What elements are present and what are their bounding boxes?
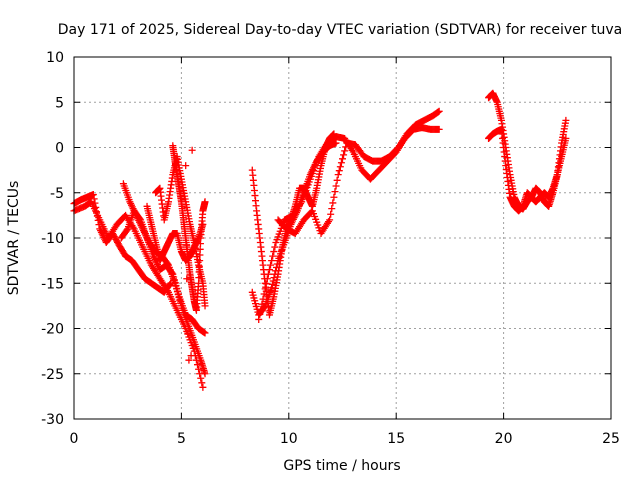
data-point <box>340 151 348 159</box>
data-point <box>262 280 270 288</box>
y-tick-label: -10 <box>41 231 64 247</box>
y-tick-label: 0 <box>55 141 64 157</box>
data-point <box>187 352 195 360</box>
data-point <box>268 284 276 292</box>
data-point <box>339 155 346 163</box>
data-point <box>183 241 191 249</box>
data-point <box>184 329 192 337</box>
data-point <box>168 269 176 277</box>
data-point <box>257 305 265 313</box>
data-point <box>258 300 266 308</box>
x-tick-label: 5 <box>177 431 186 447</box>
data-point <box>201 370 209 378</box>
y-tick-label: -20 <box>41 322 64 338</box>
data-point <box>166 280 174 288</box>
data-point <box>333 176 341 184</box>
data-point <box>197 374 205 382</box>
y-tick-label: -15 <box>41 276 64 292</box>
data-point <box>255 315 263 323</box>
data-point <box>334 171 342 179</box>
x-axis-label: GPS time / hours <box>283 458 400 474</box>
data-point <box>136 215 144 223</box>
x-tick-label: 15 <box>387 431 405 447</box>
data-point <box>562 116 570 124</box>
data-point <box>329 199 337 207</box>
x-tick-label: 0 <box>70 431 79 447</box>
series-tr13 <box>485 89 570 213</box>
data-point <box>273 260 281 268</box>
data-point <box>260 290 268 298</box>
data-point <box>267 261 275 269</box>
data-point <box>259 295 267 303</box>
x-tick-label: 10 <box>280 431 298 447</box>
data-point <box>199 383 207 391</box>
data-point <box>327 210 335 218</box>
series-tr11 <box>274 107 443 237</box>
data-point <box>335 167 343 175</box>
data-point <box>332 139 340 147</box>
data-point <box>188 146 196 154</box>
chart-title: Day 171 of 2025, Sidereal Day-to-day VTE… <box>58 22 622 38</box>
data-point <box>270 248 278 256</box>
data-point <box>435 125 443 133</box>
y-tick-label: -5 <box>50 186 64 202</box>
data-point <box>269 277 277 285</box>
data-point <box>342 143 350 151</box>
data-point <box>341 147 349 155</box>
data-point <box>264 270 272 278</box>
y-tick-label: -30 <box>41 412 64 428</box>
data-point <box>270 274 278 282</box>
data-point <box>265 266 273 274</box>
data-point <box>201 302 209 310</box>
data-point <box>183 275 191 283</box>
data-point <box>185 356 193 364</box>
data-point <box>269 252 277 260</box>
x-tick-label: 25 <box>602 431 620 447</box>
data-point <box>256 310 264 318</box>
data-point <box>435 107 443 115</box>
series-tr1 <box>70 191 175 296</box>
series-stray <box>182 146 196 364</box>
series-tr4 <box>117 207 209 337</box>
data-point <box>123 226 131 234</box>
y-tick-label: 10 <box>46 50 64 66</box>
data-point <box>562 134 570 142</box>
data-point <box>272 263 280 271</box>
y-tick-label: -25 <box>41 367 64 383</box>
data-points <box>70 89 570 391</box>
data-point <box>198 379 206 387</box>
data-point <box>332 182 340 190</box>
data-point <box>336 163 344 171</box>
data-point <box>326 216 334 224</box>
data-point <box>271 243 279 251</box>
data-point <box>268 257 276 265</box>
axis-ticks: 0 5 10 15 20 25 10 5 0 -5 -10 -15 -20 -25 -30 <box>41 50 620 447</box>
data-point <box>268 280 276 288</box>
data-point <box>182 162 190 170</box>
data-point <box>330 193 338 201</box>
data-point <box>89 191 97 199</box>
x-tick-label: 20 <box>495 431 513 447</box>
data-point <box>337 159 345 167</box>
data-point <box>263 275 271 283</box>
y-axis-label: SDTVAR / TECUs <box>6 181 22 296</box>
data-point <box>271 270 279 278</box>
data-point <box>328 205 336 213</box>
data-point <box>201 198 209 206</box>
data-point <box>261 285 269 293</box>
data-point <box>272 267 280 275</box>
y-tick-label: 5 <box>55 95 64 111</box>
data-point <box>201 329 209 337</box>
data-point <box>331 188 339 196</box>
